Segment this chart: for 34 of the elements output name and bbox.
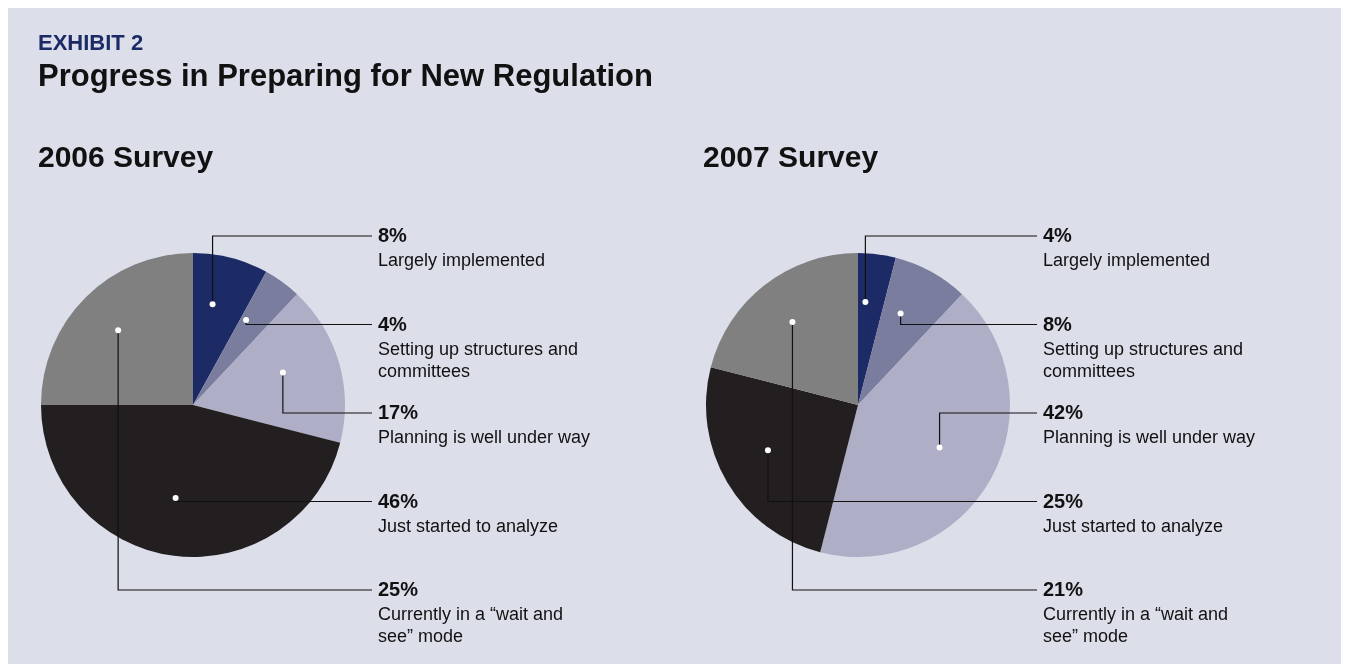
slice-label: Planning is well under way — [1043, 427, 1256, 447]
pie-slice — [858, 253, 896, 405]
data-label: 8% — [1043, 312, 1073, 335]
pie-slice — [858, 257, 963, 405]
slice-label: Setting up structures and committees — [378, 338, 579, 381]
text: Progress in Preparing for New Regulation — [38, 58, 654, 94]
pie-slice — [710, 253, 858, 405]
data-label: 46% — [378, 489, 419, 512]
slice-label: Just started to analyze — [1043, 515, 1224, 536]
data-label: 25% — [1043, 489, 1084, 512]
slice-label: Just started to analyze — [378, 515, 559, 536]
slice-label: Setting up structures and committees — [1043, 338, 1244, 381]
pie-slice — [41, 253, 193, 405]
pie-slice — [193, 294, 345, 443]
pie-slice — [820, 294, 1010, 557]
data-label: 42% — [1043, 401, 1084, 423]
data-label: 8% — [378, 224, 408, 246]
data-label: 25% — [378, 578, 419, 600]
data-label: 21% — [1043, 578, 1084, 600]
chart-title: 2007 Survey — [703, 140, 880, 175]
slice-label: Largely implemented — [378, 250, 546, 270]
pie-slice — [41, 405, 341, 557]
slice-label: Currently in a “wait and see” mode — [1043, 604, 1229, 646]
data-label: 4% — [1043, 224, 1073, 246]
data-label: 4% — [378, 312, 408, 335]
slice-label: Currently in a “wait and see” mode — [378, 604, 564, 646]
chart-title: 2006 Survey — [38, 140, 215, 175]
pie-slice — [193, 253, 267, 405]
slice-label: Largely implemented — [1043, 250, 1211, 270]
pie-slice — [706, 367, 858, 553]
pie-slice — [193, 271, 298, 405]
text: EXHIBIT 2 — [38, 30, 145, 56]
slice-label: Planning is well under way — [378, 427, 591, 447]
data-label: 17% — [378, 401, 419, 423]
